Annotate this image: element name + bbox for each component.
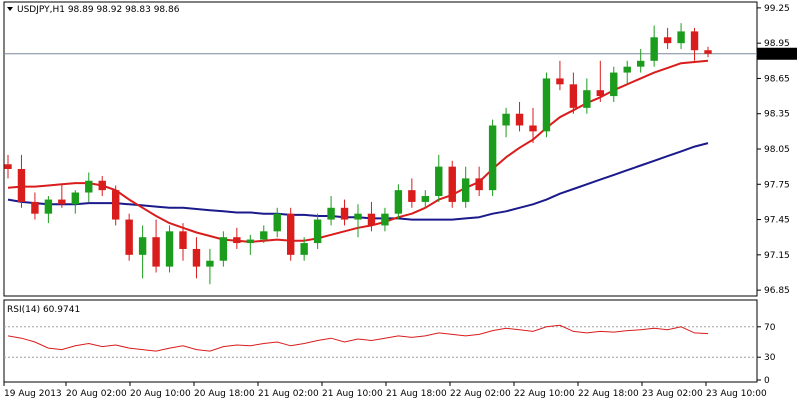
candle-body <box>44 199 53 214</box>
candle-body <box>340 207 349 220</box>
price-y-tick-label: 97.75 <box>764 180 790 190</box>
rsi-pane-frame <box>3 299 758 383</box>
candle-body <box>260 231 268 240</box>
candle-body <box>273 213 281 232</box>
candle-body <box>138 237 147 255</box>
candle-body <box>71 192 80 205</box>
x-tick-label: 23 Aug 02:00 <box>642 389 703 399</box>
candle-body <box>17 168 26 202</box>
candle-body <box>394 190 403 214</box>
candle-body <box>475 178 483 191</box>
x-tick-label: 21 Aug 02:00 <box>258 389 319 399</box>
candle-body <box>596 90 605 97</box>
x-tick-label: 23 Aug 10:00 <box>706 389 767 399</box>
current-price-badge <box>757 47 797 60</box>
candle-body <box>85 180 93 193</box>
candle-body <box>300 243 308 255</box>
candle-body <box>677 31 685 44</box>
candle-body <box>435 166 443 197</box>
price-y-tick-label: 98.65 <box>764 74 790 84</box>
candle-body <box>529 125 537 132</box>
candle-body <box>556 78 564 85</box>
candle-body <box>367 213 376 226</box>
candle-body <box>636 60 645 67</box>
candle-body <box>125 219 133 255</box>
symbol-ohlc-label: USDJPY,H1 98.89 98.92 98.83 98.86 <box>17 5 180 15</box>
candle-body <box>421 196 430 202</box>
x-tick-label: 20 Aug 18:00 <box>194 389 255 399</box>
price-y-tick-label: 98.05 <box>764 145 790 155</box>
candle-body <box>690 31 699 51</box>
x-tick-label: 22 Aug 18:00 <box>578 389 639 399</box>
candle-body <box>583 90 591 108</box>
candle-body <box>313 219 322 244</box>
x-tick-label: 19 Aug 2013 <box>4 389 62 399</box>
x-tick-label: 21 Aug 18:00 <box>386 389 447 399</box>
candle-body <box>98 180 106 191</box>
candle-body <box>219 237 228 261</box>
price-y-tick-label: 98.35 <box>764 110 790 120</box>
candle-body <box>704 50 712 54</box>
rsi-y-tick-label: 0 <box>764 376 770 386</box>
candle-body <box>152 237 160 267</box>
rsi-line <box>7 324 709 352</box>
candle-body <box>488 125 497 191</box>
price-y-tick-label: 97.45 <box>764 216 790 226</box>
candle-body <box>381 213 389 226</box>
price-y-tick-label: 99.25 <box>764 4 790 14</box>
candle-body <box>354 213 362 220</box>
candle-body <box>165 231 174 267</box>
candle-body <box>233 237 241 244</box>
rsi-label: RSI(14) 60.9741 <box>7 305 80 315</box>
rsi-y-tick-label: 70 <box>764 323 776 333</box>
candle-body <box>246 239 255 244</box>
current-price-label: 98.86 <box>763 50 789 60</box>
candle-body <box>408 190 416 202</box>
candle-body <box>286 213 295 255</box>
x-tick-label: 20 Aug 02:00 <box>66 389 127 399</box>
candle-body <box>663 37 672 44</box>
candle-body <box>111 190 120 220</box>
candle-body <box>4 164 12 169</box>
candle-body <box>542 78 551 132</box>
x-tick-label: 21 Aug 10:00 <box>322 389 383 399</box>
x-tick-label: 22 Aug 10:00 <box>514 389 575 399</box>
price-y-tick-label: 97.15 <box>764 251 790 261</box>
dropdown-triangle-icon <box>7 7 13 11</box>
rsi-y-tick-label: 30 <box>764 353 776 363</box>
candle-body <box>58 199 66 205</box>
candle-body <box>179 231 187 249</box>
candle-body <box>461 178 470 202</box>
candle-body <box>515 113 524 126</box>
candle-body <box>327 207 335 220</box>
candle-body <box>31 201 39 214</box>
price-y-tick-label: 96.85 <box>764 286 790 296</box>
x-tick-label: 22 Aug 02:00 <box>450 389 511 399</box>
candle-body <box>206 260 214 267</box>
candle-body <box>502 113 510 126</box>
candle-body <box>623 66 631 73</box>
candle-body <box>192 248 201 267</box>
candle-body <box>610 72 618 97</box>
price-y-tick-label: 98.95 <box>764 39 790 49</box>
candle-body <box>569 84 578 108</box>
price-pane-frame <box>3 1 758 297</box>
candle-body <box>650 37 658 61</box>
candle-body <box>448 166 456 202</box>
x-tick-label: 20 Aug 10:00 <box>130 389 191 399</box>
